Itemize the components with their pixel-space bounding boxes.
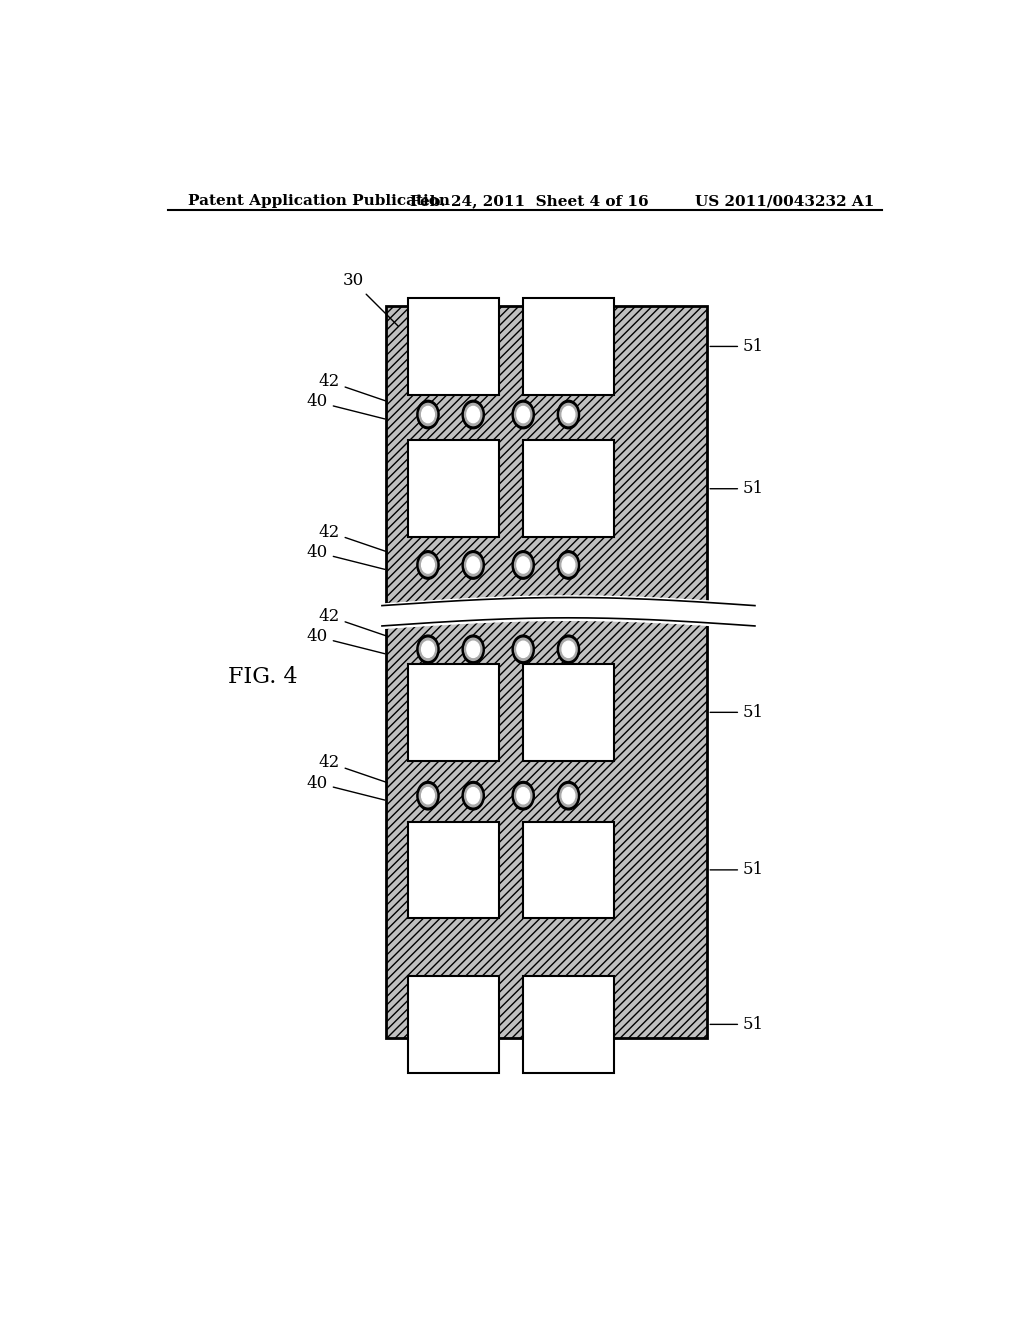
Circle shape: [517, 642, 529, 657]
Bar: [386, 306, 708, 1038]
Circle shape: [557, 635, 580, 664]
Circle shape: [560, 784, 578, 807]
Text: Patent Application Publication: Patent Application Publication: [187, 194, 450, 209]
Circle shape: [512, 635, 535, 664]
Circle shape: [517, 788, 529, 804]
Circle shape: [512, 781, 535, 810]
Text: 40: 40: [306, 544, 385, 569]
Circle shape: [462, 635, 484, 664]
Bar: [408, 821, 499, 919]
Text: 40: 40: [306, 628, 385, 653]
Text: 40: 40: [306, 393, 385, 418]
Circle shape: [417, 400, 439, 429]
Circle shape: [560, 554, 578, 576]
Text: 51: 51: [710, 480, 764, 498]
Circle shape: [562, 788, 574, 804]
Bar: [408, 664, 499, 760]
Circle shape: [562, 642, 574, 657]
Text: 30: 30: [342, 272, 398, 326]
Circle shape: [417, 550, 439, 579]
Text: US 2011/0043232 A1: US 2011/0043232 A1: [695, 194, 874, 209]
Circle shape: [462, 781, 484, 810]
Circle shape: [419, 554, 436, 576]
Circle shape: [514, 639, 531, 660]
Circle shape: [465, 784, 482, 807]
Circle shape: [422, 642, 434, 657]
Circle shape: [467, 788, 479, 804]
Circle shape: [467, 557, 479, 573]
Circle shape: [557, 400, 580, 429]
Circle shape: [467, 642, 479, 657]
Bar: [523, 821, 614, 919]
Circle shape: [517, 557, 529, 573]
Circle shape: [462, 550, 484, 579]
Circle shape: [465, 639, 482, 660]
Text: 42: 42: [318, 609, 387, 636]
Circle shape: [512, 550, 535, 579]
Bar: [523, 664, 614, 760]
Circle shape: [557, 781, 580, 810]
Text: 40: 40: [306, 775, 385, 800]
Bar: [408, 298, 499, 395]
Text: 51: 51: [710, 704, 764, 721]
Circle shape: [462, 400, 484, 429]
Circle shape: [417, 635, 439, 664]
Circle shape: [465, 404, 482, 425]
Circle shape: [514, 554, 531, 576]
Circle shape: [517, 407, 529, 422]
Text: Feb. 24, 2011  Sheet 4 of 16: Feb. 24, 2011 Sheet 4 of 16: [410, 194, 648, 209]
Circle shape: [422, 557, 434, 573]
Text: 51: 51: [710, 1016, 764, 1032]
Circle shape: [419, 639, 436, 660]
Circle shape: [514, 784, 531, 807]
Bar: [523, 975, 614, 1073]
Circle shape: [557, 550, 580, 579]
Text: 51: 51: [710, 338, 764, 355]
Circle shape: [467, 407, 479, 422]
Circle shape: [419, 784, 436, 807]
Text: 51: 51: [710, 862, 764, 878]
Circle shape: [560, 404, 578, 425]
Circle shape: [562, 557, 574, 573]
Circle shape: [560, 639, 578, 660]
Text: 42: 42: [318, 374, 387, 401]
Circle shape: [465, 554, 482, 576]
Text: 42: 42: [318, 754, 387, 783]
Circle shape: [417, 781, 439, 810]
Circle shape: [512, 400, 535, 429]
Bar: [408, 975, 499, 1073]
Text: FIG. 4: FIG. 4: [228, 665, 298, 688]
Circle shape: [419, 404, 436, 425]
Bar: [523, 441, 614, 537]
Bar: [408, 441, 499, 537]
Circle shape: [422, 407, 434, 422]
Text: 42: 42: [318, 524, 387, 552]
Circle shape: [422, 788, 434, 804]
Circle shape: [514, 404, 531, 425]
Circle shape: [562, 407, 574, 422]
Bar: [523, 298, 614, 395]
